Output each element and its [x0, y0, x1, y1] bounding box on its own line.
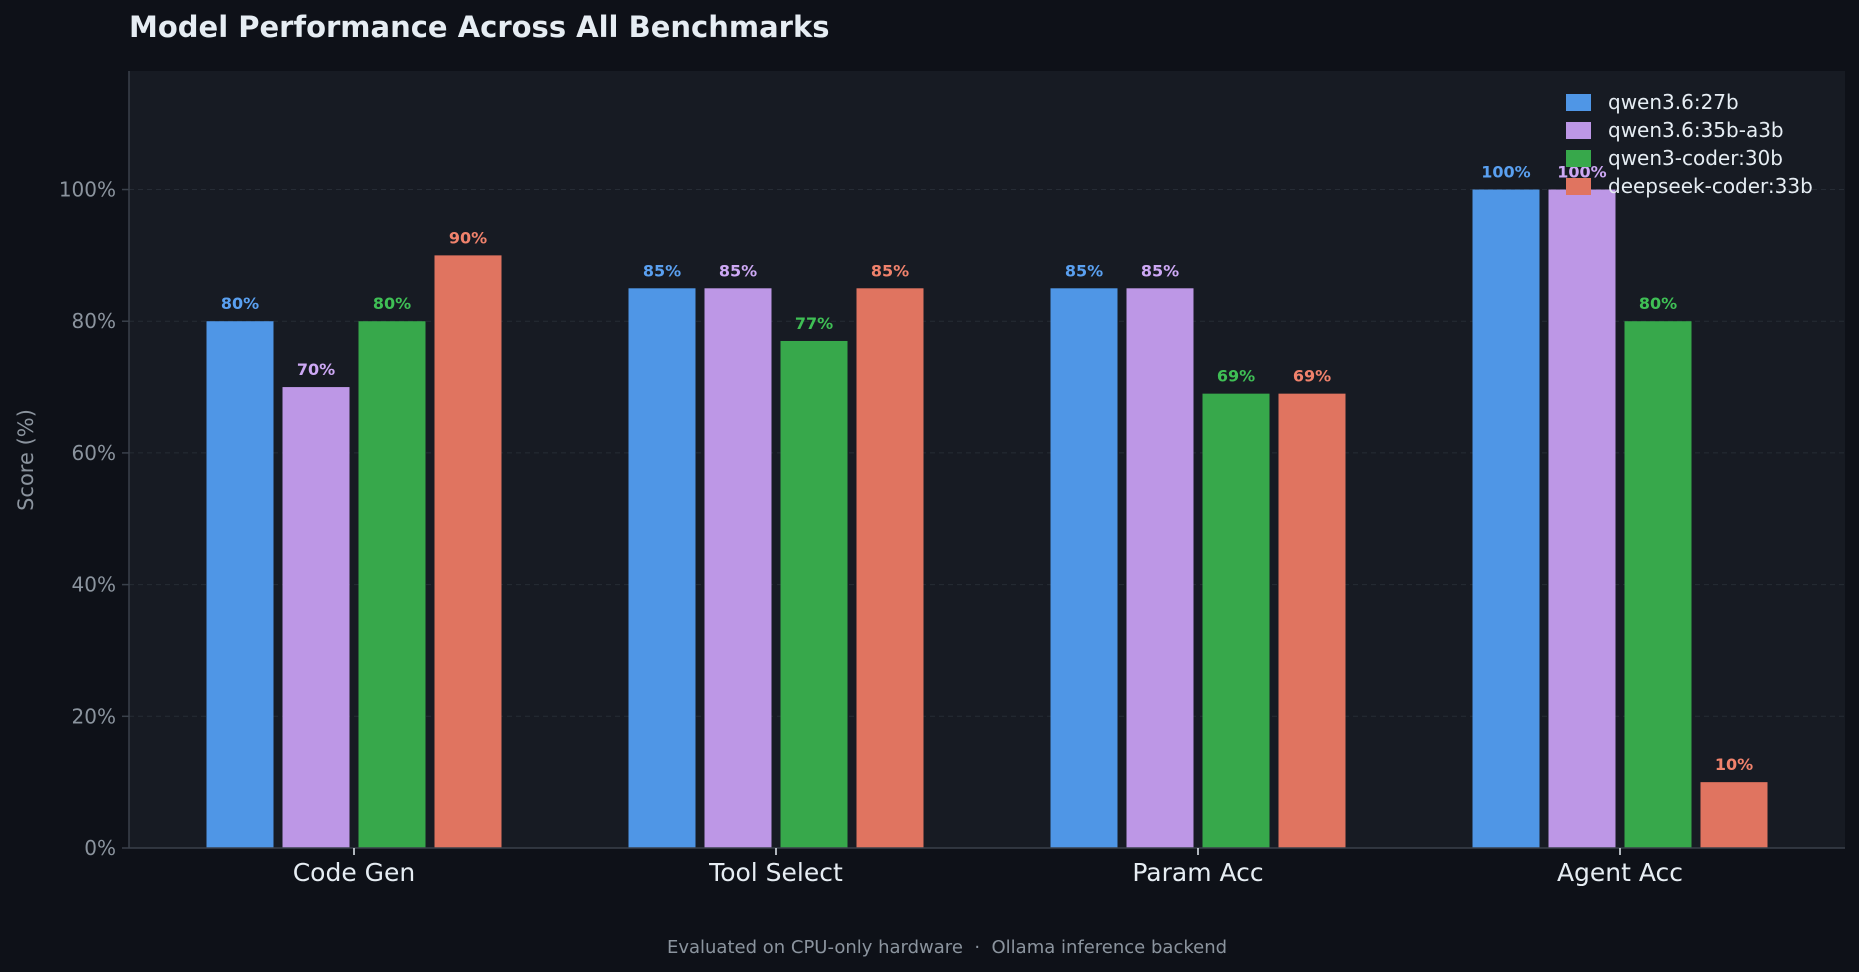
bar: [780, 340, 848, 848]
bar-value-label: 100%: [1481, 163, 1530, 182]
y-tick-label: 80%: [72, 309, 116, 333]
bar-value-label: 80%: [1639, 294, 1677, 313]
y-tick-label: 60%: [72, 441, 116, 465]
bar: [1202, 393, 1270, 848]
bar-value-label: 69%: [1217, 367, 1255, 386]
bar-value-label: 90%: [449, 228, 487, 247]
bar: [1548, 189, 1616, 849]
y-tick-label: 100%: [59, 178, 116, 202]
bar-value-label: 10%: [1715, 755, 1753, 774]
bar-value-label: 100%: [1557, 163, 1606, 182]
y-axis-label: Score (%): [14, 409, 38, 511]
y-tick-label: 0%: [84, 836, 116, 860]
bar: [704, 288, 772, 848]
bar-value-label: 70%: [297, 360, 335, 379]
x-tick-label: Agent Acc: [1557, 858, 1683, 887]
bar: [1472, 189, 1540, 849]
bar: [358, 321, 426, 848]
bar-value-label: 85%: [871, 261, 909, 280]
bar: [628, 288, 696, 848]
legend-item: qwen3.6:27b: [1566, 90, 1739, 114]
bar: [1624, 321, 1692, 848]
legend-swatch: [1566, 94, 1591, 111]
bar: [434, 255, 502, 849]
bar-value-label: 85%: [643, 261, 681, 280]
y-tick-label: 20%: [72, 704, 116, 728]
legend-label: deepseek-coder:33b: [1608, 174, 1813, 198]
legend-item: qwen3-coder:30b: [1566, 146, 1783, 170]
legend-swatch: [1566, 122, 1591, 139]
bar-value-label: 85%: [1141, 261, 1179, 280]
bar: [1050, 288, 1118, 848]
bar: [206, 321, 274, 848]
bar: [1126, 288, 1194, 848]
legend-label: qwen3.6:27b: [1608, 90, 1739, 114]
y-tick-label: 40%: [72, 573, 116, 597]
bar: [282, 387, 350, 848]
bars: [206, 189, 1768, 849]
legend-item: qwen3.6:35b-a3b: [1566, 118, 1784, 142]
bar-value-label: 77%: [795, 314, 833, 333]
x-tick-label: Param Acc: [1132, 858, 1263, 887]
axes: [128, 71, 1845, 849]
bar: [1700, 782, 1768, 848]
bar-value-label: 80%: [373, 294, 411, 313]
legend-swatch: [1566, 150, 1591, 167]
bar: [856, 288, 924, 848]
x-tick-labels: Code Gen Tool Select Param Acc Agent Acc: [293, 848, 1683, 887]
bar-value-labels: 80% 85% 85% 100% 70% 85% 85% 100% 80% 77% 69% 80% 90…: [221, 163, 1753, 775]
x-tick-label: Tool Select: [708, 858, 843, 887]
bar-value-label: 85%: [719, 261, 757, 280]
legend-item: deepseek-coder:33b: [1566, 174, 1813, 198]
legend: qwen3.6:27b qwen3.6:35b-a3b qwen3-coder:30…: [1566, 90, 1813, 198]
bar-value-label: 80%: [221, 294, 259, 313]
legend-label: qwen3.6:35b-a3b: [1608, 118, 1784, 142]
y-tick-labels: 0% 20% 40% 60% 80% 100%: [59, 178, 129, 860]
bar: [1278, 393, 1346, 848]
chart-title: Model Performance Across All Benchmarks: [129, 10, 830, 44]
bar-value-label: 69%: [1293, 367, 1331, 386]
legend-swatch: [1566, 178, 1591, 195]
footnote: Evaluated on CPU-only hardware · Ollama …: [667, 937, 1227, 958]
legend-label: qwen3-coder:30b: [1608, 146, 1783, 170]
bar-value-label: 85%: [1065, 261, 1103, 280]
x-tick-label: Code Gen: [293, 858, 416, 887]
